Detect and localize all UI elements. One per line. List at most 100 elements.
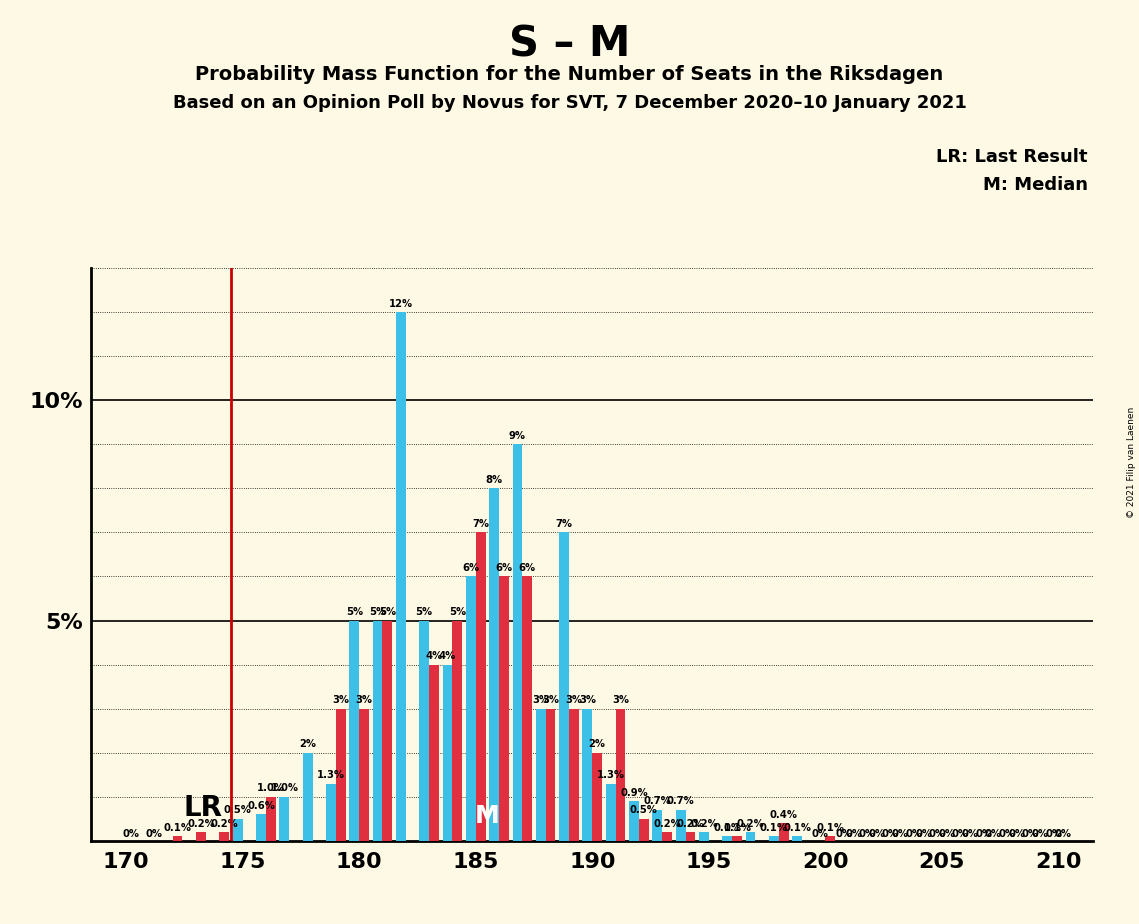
Bar (535, 709, 546, 841)
Text: 0%: 0% (882, 829, 899, 839)
Bar (419, 621, 429, 841)
Text: 6%: 6% (495, 563, 513, 573)
Text: 0.9%: 0.9% (620, 787, 648, 797)
Text: 7%: 7% (473, 519, 489, 529)
Text: 0%: 0% (999, 829, 1016, 839)
Bar (592, 753, 603, 841)
Text: 0%: 0% (915, 829, 932, 839)
Text: 0%: 0% (1022, 829, 1039, 839)
Bar (232, 819, 243, 841)
Bar (779, 823, 788, 841)
Text: 1.0%: 1.0% (256, 784, 285, 793)
Bar (732, 836, 741, 841)
Bar (615, 709, 625, 841)
Text: 0.2%: 0.2% (690, 819, 718, 829)
Bar (383, 621, 392, 841)
Text: 0.5%: 0.5% (223, 806, 252, 815)
Text: 3%: 3% (579, 695, 596, 705)
Text: 6%: 6% (518, 563, 535, 573)
Text: 0%: 0% (961, 829, 978, 839)
Bar (523, 577, 532, 841)
Text: 0%: 0% (985, 829, 1002, 839)
Text: 5%: 5% (369, 607, 386, 617)
Bar (559, 532, 570, 841)
Text: 0.5%: 0.5% (630, 806, 657, 815)
Text: 0%: 0% (859, 829, 876, 839)
Bar (826, 836, 835, 841)
Text: 0%: 0% (146, 829, 163, 839)
Text: 0%: 0% (939, 829, 956, 839)
Text: 3%: 3% (532, 695, 549, 705)
Text: 0%: 0% (952, 829, 969, 839)
Text: 8%: 8% (485, 475, 502, 485)
Text: 0.7%: 0.7% (644, 796, 671, 807)
Text: 3%: 3% (355, 695, 372, 705)
Text: 0%: 0% (123, 829, 139, 839)
Bar (746, 832, 755, 841)
Text: 0%: 0% (906, 829, 923, 839)
Text: 0.1%: 0.1% (784, 823, 811, 833)
Text: 6%: 6% (462, 563, 480, 573)
Text: 3%: 3% (565, 695, 582, 705)
Text: 3%: 3% (542, 695, 559, 705)
Text: 0%: 0% (812, 829, 829, 839)
Text: Probability Mass Function for the Number of Seats in the Riksdagen: Probability Mass Function for the Number… (196, 65, 943, 84)
Text: 0.1%: 0.1% (723, 823, 751, 833)
Text: 9%: 9% (509, 431, 526, 441)
Bar (326, 784, 336, 841)
Bar (499, 577, 509, 841)
Bar (653, 810, 662, 841)
Text: 0.2%: 0.2% (677, 819, 704, 829)
Text: 0%: 0% (975, 829, 992, 839)
Bar (429, 664, 439, 841)
Bar (639, 819, 649, 841)
Bar (769, 836, 779, 841)
Bar (570, 709, 579, 841)
Bar (372, 621, 383, 841)
Text: 3%: 3% (333, 695, 350, 705)
Bar (303, 753, 312, 841)
Bar (675, 810, 686, 841)
Text: S – M: S – M (509, 23, 630, 65)
Text: M: Median: M: Median (983, 176, 1088, 193)
Text: 7%: 7% (556, 519, 573, 529)
Text: 1.3%: 1.3% (317, 770, 345, 780)
Bar (466, 577, 476, 841)
Text: 0%: 0% (835, 829, 852, 839)
Bar (582, 709, 592, 841)
Text: 0.2%: 0.2% (737, 819, 764, 829)
Text: 0.1%: 0.1% (164, 823, 191, 833)
Text: 1.0%: 1.0% (270, 784, 298, 793)
Bar (476, 532, 485, 841)
Text: 4%: 4% (425, 651, 443, 661)
Bar (265, 796, 276, 841)
Text: 5%: 5% (449, 607, 466, 617)
Text: 0%: 0% (1046, 829, 1062, 839)
Bar (256, 814, 265, 841)
Text: M: M (475, 804, 500, 828)
Text: Based on an Opinion Poll by Novus for SVT, 7 December 2020–10 January 2021: Based on an Opinion Poll by Novus for SV… (173, 94, 966, 112)
Bar (606, 784, 615, 841)
Bar (513, 444, 523, 841)
Text: 0.2%: 0.2% (187, 819, 215, 829)
Text: 0.7%: 0.7% (666, 796, 695, 807)
Text: 12%: 12% (388, 298, 413, 309)
Bar (279, 796, 289, 841)
Text: 5%: 5% (346, 607, 363, 617)
Text: 0.4%: 0.4% (770, 809, 797, 820)
Text: 0%: 0% (868, 829, 885, 839)
Text: 0%: 0% (1008, 829, 1025, 839)
Bar (336, 709, 345, 841)
Text: 0.1%: 0.1% (817, 823, 844, 833)
Text: 0.2%: 0.2% (654, 819, 681, 829)
Bar (793, 836, 802, 841)
Text: 0.1%: 0.1% (713, 823, 741, 833)
Bar (196, 832, 206, 841)
Text: LR: Last Result: LR: Last Result (936, 148, 1088, 165)
Text: © 2021 Filip van Laenen: © 2021 Filip van Laenen (1126, 407, 1136, 517)
Text: 0%: 0% (1055, 829, 1072, 839)
Bar (220, 832, 229, 841)
Bar (359, 709, 369, 841)
Bar (396, 312, 405, 841)
Bar (629, 801, 639, 841)
